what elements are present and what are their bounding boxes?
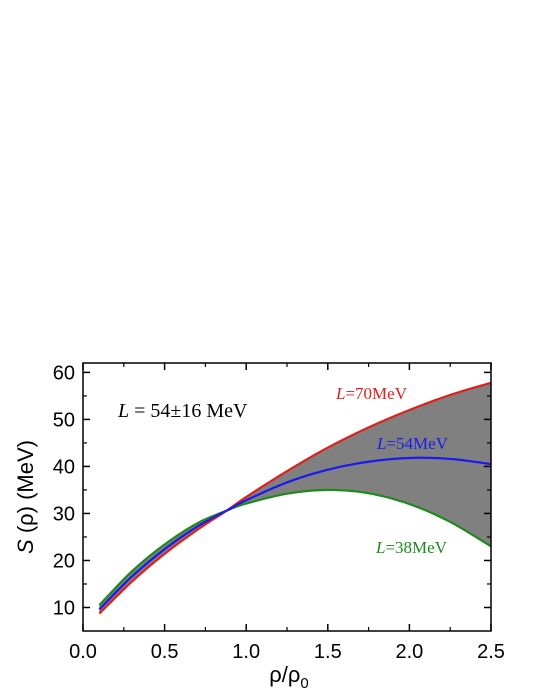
series-line-L54 bbox=[98, 456, 492, 611]
x-tick-label: 0.5 bbox=[151, 641, 179, 663]
y-tick-label: 60 bbox=[53, 362, 75, 384]
y-tick-label: 40 bbox=[53, 456, 75, 478]
x-tick-label: 0.0 bbox=[69, 641, 97, 663]
x-tick-label: 1.0 bbox=[232, 641, 260, 663]
uncertainty-band bbox=[99, 382, 491, 614]
y-tick-label: 10 bbox=[53, 597, 75, 619]
series-line-L38 bbox=[98, 488, 492, 606]
series-label-L38: L=38MeV bbox=[375, 538, 448, 557]
series-line-L70 bbox=[98, 381, 492, 615]
y-tick-label: 50 bbox=[53, 409, 75, 431]
x-tick-label: 2.0 bbox=[395, 641, 423, 663]
annotation-text: L = 54±16 MeV bbox=[117, 400, 248, 422]
x-tick-label: 1.5 bbox=[314, 641, 342, 663]
y-axis-title: S (ρ) (MeV) bbox=[13, 440, 38, 554]
y-tick-label: 20 bbox=[53, 550, 75, 572]
x-axis-title: ρ/ρ0 bbox=[269, 662, 309, 692]
annotation-italic: L bbox=[117, 400, 129, 422]
series-label-L70: L=70MeV bbox=[335, 384, 408, 403]
x-tick-label: 2.5 bbox=[477, 641, 505, 663]
y-tick-label: 30 bbox=[53, 503, 75, 525]
annotation-rest: = 54±16 MeV bbox=[129, 400, 248, 422]
series-label-L54: L=54MeV bbox=[376, 434, 449, 453]
